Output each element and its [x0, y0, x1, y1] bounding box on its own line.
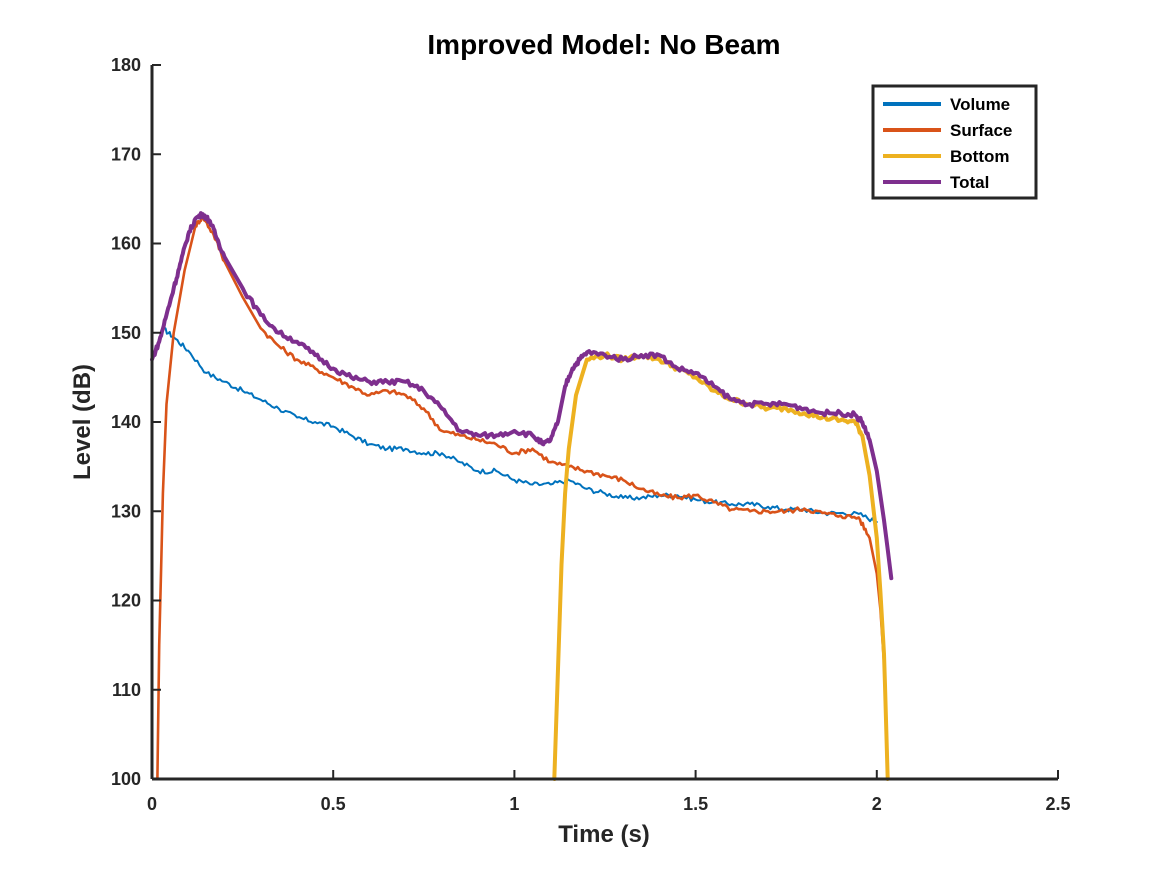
- legend-items: Volume Surface Bottom Total: [883, 95, 1012, 192]
- x-tick-label: 2.5: [1045, 794, 1070, 814]
- x-tick-label: 1.5: [683, 794, 708, 814]
- x-axis-label: Time (s): [558, 821, 650, 848]
- legend-label-surface: Surface: [950, 121, 1012, 140]
- series-line-bottom: [552, 351, 890, 781]
- x-tick-label: 2: [872, 794, 882, 814]
- series-line-volume: [161, 326, 878, 523]
- y-tick-label: 170: [111, 144, 141, 164]
- legend-label-total: Total: [950, 173, 989, 192]
- y-tick-label: 180: [111, 55, 141, 75]
- x-tick-label: 0.5: [321, 794, 346, 814]
- y-ticks: 100 110 120 130 140 150 160 170 180: [111, 55, 161, 789]
- y-tick-label: 140: [111, 412, 141, 432]
- chart-title: Improved Model: No Beam: [427, 29, 780, 60]
- x-tick-label: 1: [509, 794, 519, 814]
- x-tick-label: 0: [147, 794, 157, 814]
- x-ticks: 0 0.5 1 1.5 2 2.5: [147, 770, 1071, 814]
- y-tick-label: 130: [111, 501, 141, 521]
- y-tick-label: 100: [111, 769, 141, 789]
- series-layer: [150, 211, 894, 781]
- legend-label-volume: Volume: [950, 95, 1010, 114]
- y-tick-label: 110: [112, 680, 141, 700]
- legend-label-bottom: Bottom: [950, 147, 1009, 166]
- y-tick-label: 120: [111, 591, 141, 611]
- legend: Volume Surface Bottom Total: [871, 84, 1038, 200]
- series-line-surface: [156, 215, 889, 781]
- y-axis-label: Level (dB): [69, 364, 96, 480]
- y-tick-label: 150: [111, 323, 141, 343]
- series-line-total: [150, 211, 894, 581]
- y-tick-label: 160: [111, 234, 141, 254]
